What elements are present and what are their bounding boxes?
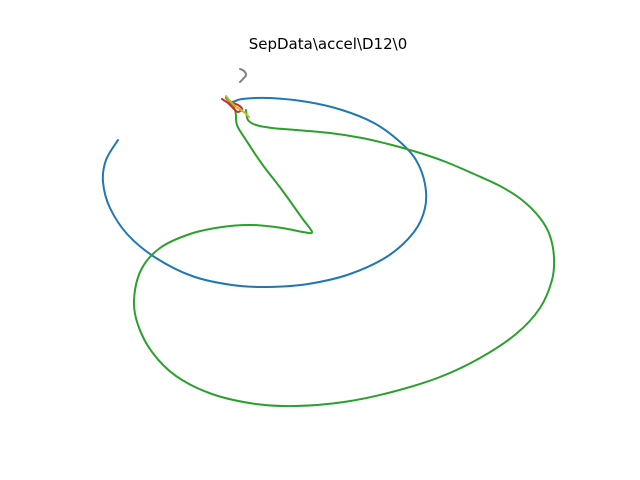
chart-title: SepData\accel\D12\0 — [249, 35, 408, 53]
series-group — [103, 69, 554, 406]
series-line-5 — [240, 69, 246, 82]
series-line-2 — [134, 97, 554, 406]
